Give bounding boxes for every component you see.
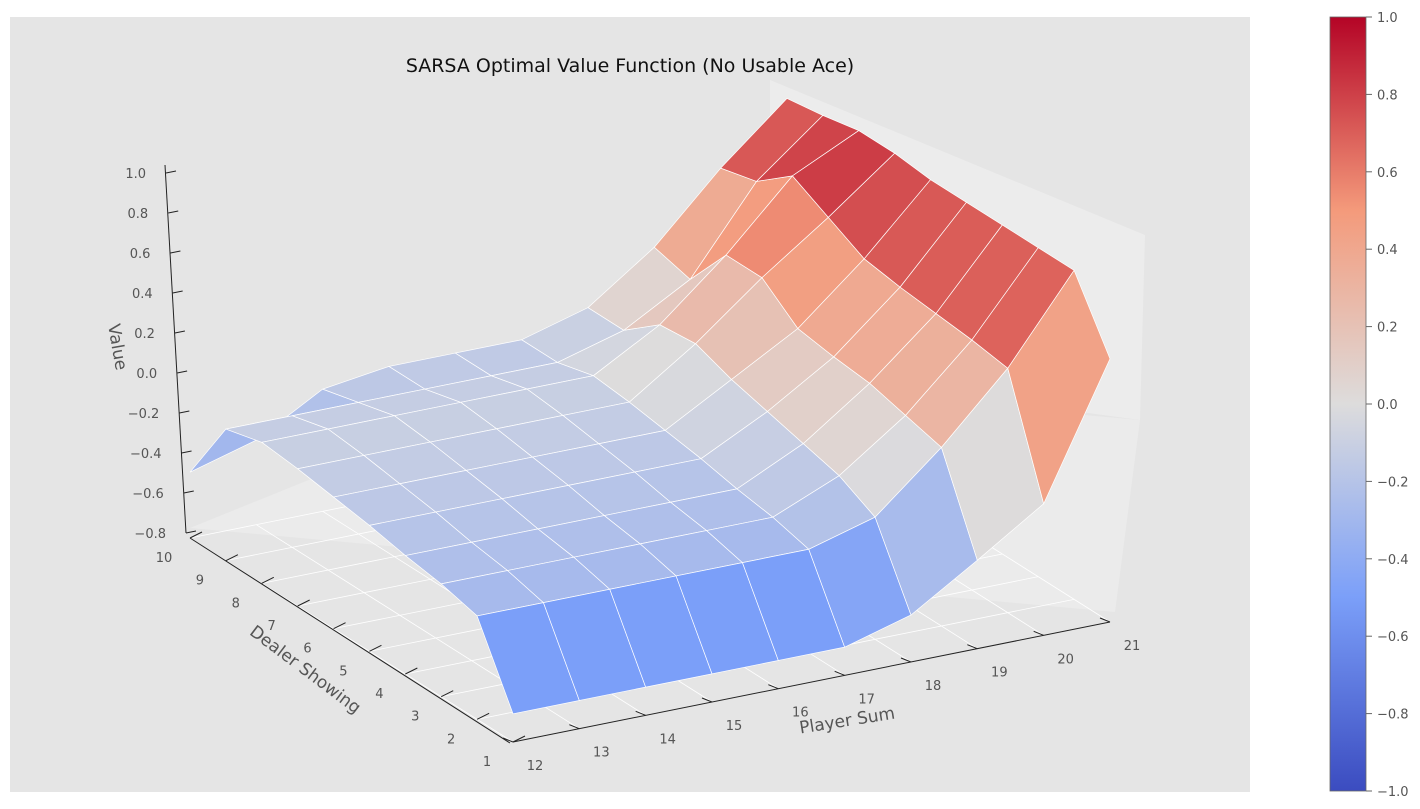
z-tick-label: 0.0 [136,367,157,382]
y-tick-label: 1 [483,755,491,770]
z-axis-line [164,164,187,534]
value-surface [189,97,1111,715]
axis-tick-labels: 12131415161718192021123456789101.00.80.6… [125,167,1140,774]
y-tick-label: 7 [268,619,276,634]
z-tick-label: 0.8 [128,207,149,222]
x-tick-label: 21 [1124,639,1141,654]
colorbar-tick-label: −1.0 [1377,785,1409,800]
y-tick-label: 6 [303,642,311,657]
colorbar-tick-label: 0.2 [1377,321,1398,336]
z-tick-mark [168,210,179,214]
z-tick-mark [177,370,188,374]
x-tick-mark [502,737,514,743]
z-tick-mark [174,330,185,334]
x-axis-line [512,621,1111,743]
x-tick-mark [967,644,978,650]
y-tick-label: 5 [339,664,347,679]
x-tick-label: 20 [1057,652,1074,667]
z-tick-mark [181,450,192,454]
colorbar-tick-label: 1.0 [1377,11,1398,26]
z-tick-label: 0.2 [134,327,155,342]
surface-patch [1007,269,1111,505]
z-tick-label: −0.8 [134,527,166,542]
z-tick-mark [170,250,181,254]
x-tick-label: 12 [527,759,544,774]
x-tick-label: 18 [925,679,942,694]
x-tick-label: 13 [593,746,610,761]
colorbar-tick-label: −0.8 [1377,708,1409,723]
x-tick-mark [1033,630,1044,636]
y-tick-label: 8 [232,596,240,611]
colorbar-ticks: 1.0 0.8 0.6 0.4 0.2 0.0 −0.2 −0.4 −0.6 −0.8 −1.0 [1366,11,1409,800]
colorbar-tick-label: 0.4 [1377,243,1398,258]
y-tick-label: 2 [447,732,455,747]
z-tick-label: −0.4 [130,447,162,462]
y-tick-mark [405,667,418,675]
colorbar-tick-label: 0.8 [1377,88,1398,103]
y-axis-line [189,537,511,744]
x-tick-label: 14 [659,732,676,747]
z-tick-mark [165,170,177,174]
y-tick-mark [297,599,310,607]
x-tick-mark [768,684,779,690]
z-tick-label: 0.6 [130,247,151,262]
z-tick-label: 1.0 [125,167,146,182]
y-tick-label: 10 [156,551,173,566]
x-tick-mark [701,697,713,703]
x-tick-mark [834,670,845,676]
colorbar-gradient [1329,16,1367,792]
z-tick-mark [183,490,194,494]
x-tick-label: 19 [991,666,1008,681]
y-tick-label: 9 [196,574,204,589]
colorbar: 1.0 0.8 0.6 0.4 0.2 0.0 −0.2 −0.4 −0.6 −0.8 −1.0 [1329,11,1409,800]
chart-title: SARSA Optimal Value Function (No Usable … [406,55,854,77]
axis-lines [164,164,1111,744]
y-tick-mark [476,712,490,720]
x-tick-mark [900,657,912,663]
colorbar-tick-label: −0.6 [1377,630,1409,645]
x-tick-label: 15 [726,719,743,734]
colorbar-tick-label: −0.4 [1377,553,1409,568]
y-tick-mark [369,644,382,652]
colorbar-tick-label: −0.2 [1377,475,1409,490]
x-tick-mark [569,724,580,730]
x-tick-mark [635,710,646,716]
z-tick-mark [179,410,190,414]
colorbar-tick-label: 0.0 [1377,398,1398,413]
y-tick-mark [512,735,526,743]
z-tick-label: 0.4 [132,287,153,302]
x-tick-label: 16 [792,706,809,721]
x-tick-label: 17 [858,692,875,707]
z-tick-mark [185,530,197,534]
y-tick-label: 4 [375,687,383,702]
colorbar-tick-label: 0.6 [1377,166,1398,181]
z-tick-label: −0.2 [128,407,160,422]
x-tick-mark [1099,617,1111,623]
y-tick-mark [261,576,275,584]
y-tick-mark [189,531,203,539]
y-tick-mark [333,622,346,630]
z-tick-mark [172,290,183,294]
y-tick-label: 3 [411,710,419,725]
y-tick-mark [440,690,454,698]
y-tick-mark [225,554,239,562]
z-tick-label: −0.6 [132,487,164,502]
